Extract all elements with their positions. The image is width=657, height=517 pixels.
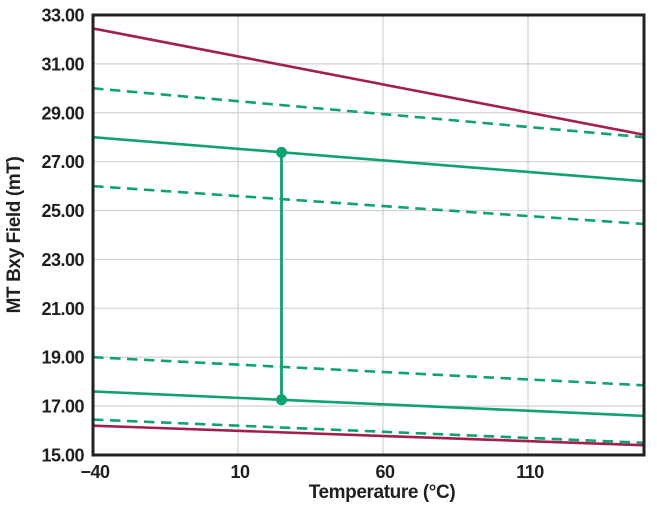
x-tick-label: 110 [516, 462, 544, 482]
series-lower-limit-red [92, 424, 645, 447]
y-tick-label: 25.00 [41, 201, 84, 221]
y-tick-label: 23.00 [41, 250, 84, 270]
y-tick-label: 33.00 [41, 6, 84, 26]
field-range-marker [276, 394, 287, 406]
series-upper-limit-red [92, 27, 645, 137]
series-layer [92, 27, 645, 447]
y-tick-label: 15.00 [41, 446, 84, 466]
y-tick-label: 19.00 [41, 348, 84, 368]
x-tick-label: 10 [230, 462, 250, 482]
axis-layer [91, 13, 646, 457]
series-lower-typical-solid [92, 390, 645, 418]
series-upper-min-dashed [92, 184, 645, 226]
series-upper-typical-solid [92, 135, 645, 183]
y-tick-label: 29.00 [41, 103, 84, 123]
x-axis-title: Temperature (°C) [309, 482, 456, 503]
x-tick-label: −40 [80, 462, 110, 482]
series-upper-max-dashed [92, 87, 645, 139]
y-tick-label: 21.00 [41, 299, 84, 319]
tick-labels: 15.00 17.00 19.00 21.00 23.00 25.00 27.00 29.00… [41, 6, 544, 483]
y-tick-label: 27.00 [41, 152, 84, 172]
x-tick-label: 60 [375, 462, 395, 482]
series-lower-min-dashed [92, 418, 645, 445]
plot-border [91, 13, 646, 457]
y-tick-label: 31.00 [41, 54, 84, 74]
annotation-layer [276, 146, 287, 406]
series-lower-max-dashed [92, 355, 645, 387]
y-axis-title: MT Bxy Field (mT) [4, 157, 25, 314]
y-tick-label: 17.00 [41, 397, 84, 417]
grid-layer [93, 15, 644, 455]
field-range-marker [276, 146, 287, 158]
